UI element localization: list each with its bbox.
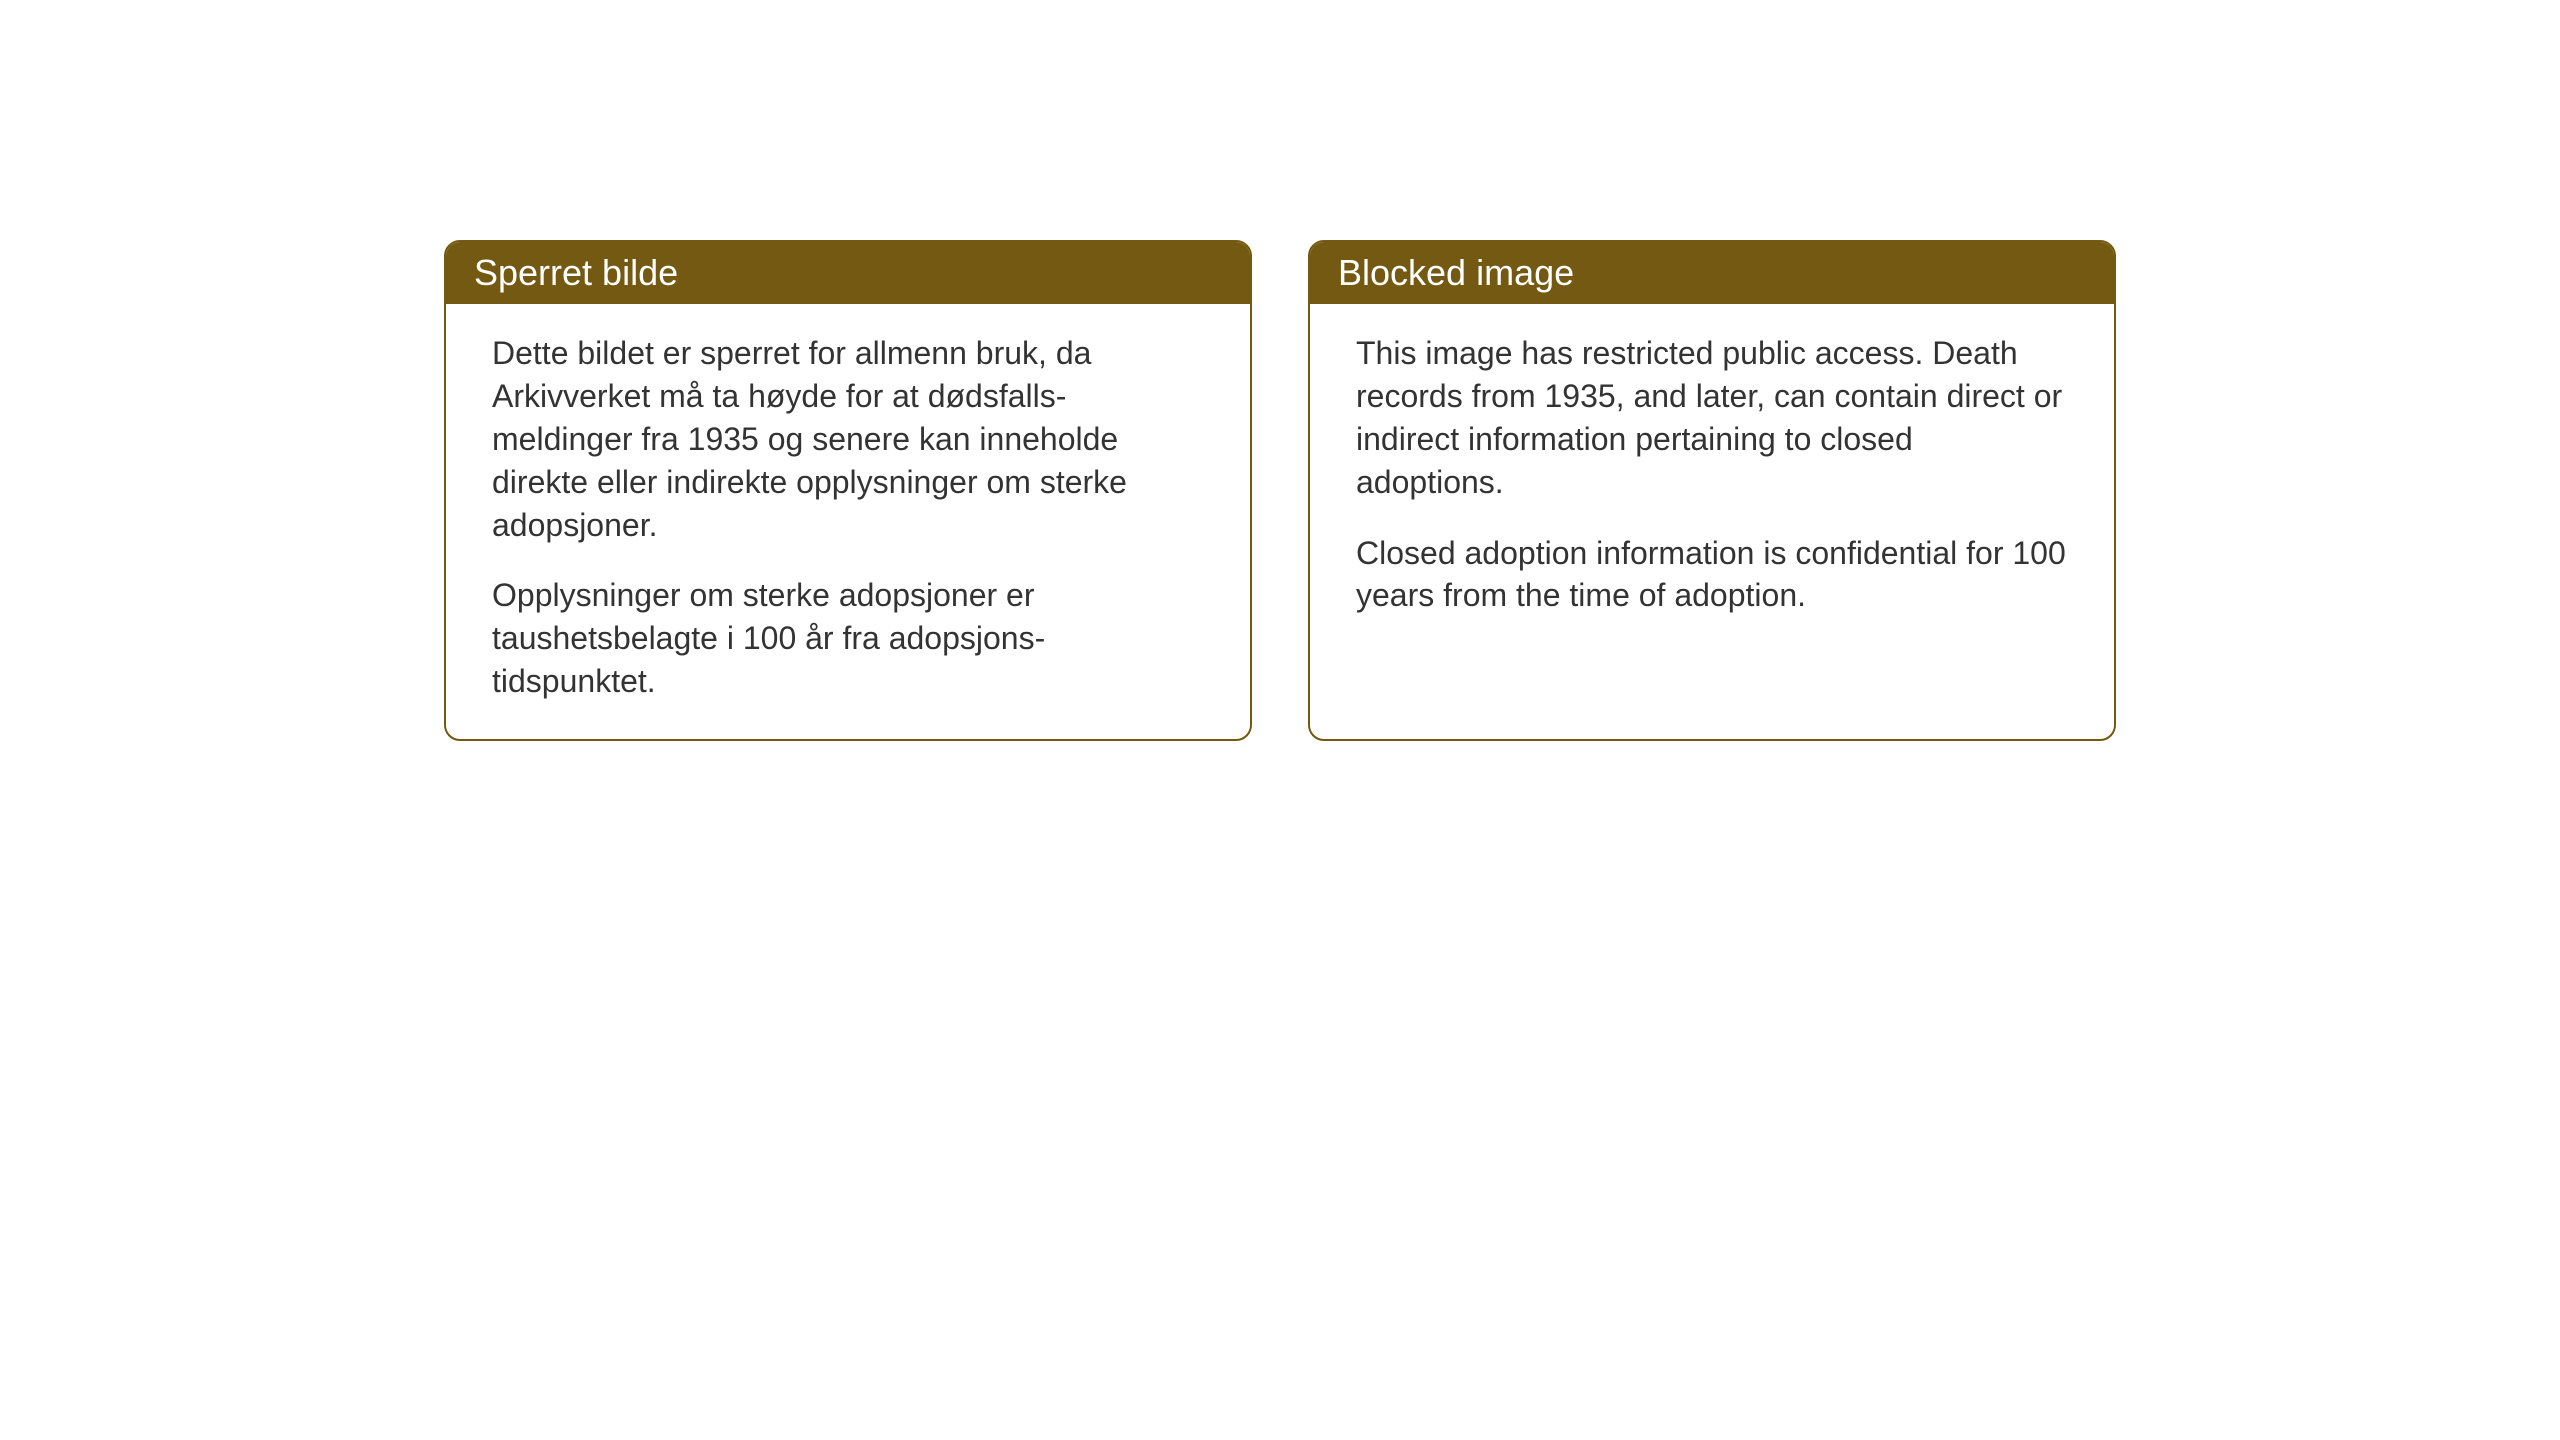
notice-title-english: Blocked image xyxy=(1338,252,1574,293)
notice-paragraph-2-english: Closed adoption information is confident… xyxy=(1356,532,2068,618)
notice-paragraph-2-norwegian: Opplysninger om sterke adopsjoner er tau… xyxy=(492,574,1204,703)
notice-card-english: Blocked image This image has restricted … xyxy=(1308,240,2116,741)
notice-paragraph-1-norwegian: Dette bildet er sperret for allmenn bruk… xyxy=(492,332,1204,546)
notice-card-norwegian: Sperret bilde Dette bildet er sperret fo… xyxy=(444,240,1252,741)
notice-header-norwegian: Sperret bilde xyxy=(446,242,1250,304)
notice-paragraph-1-english: This image has restricted public access.… xyxy=(1356,332,2068,504)
notice-body-norwegian: Dette bildet er sperret for allmenn bruk… xyxy=(446,304,1250,739)
notice-body-english: This image has restricted public access.… xyxy=(1310,304,2114,694)
notice-container: Sperret bilde Dette bildet er sperret fo… xyxy=(0,0,2560,741)
notice-title-norwegian: Sperret bilde xyxy=(474,252,678,293)
notice-header-english: Blocked image xyxy=(1310,242,2114,304)
